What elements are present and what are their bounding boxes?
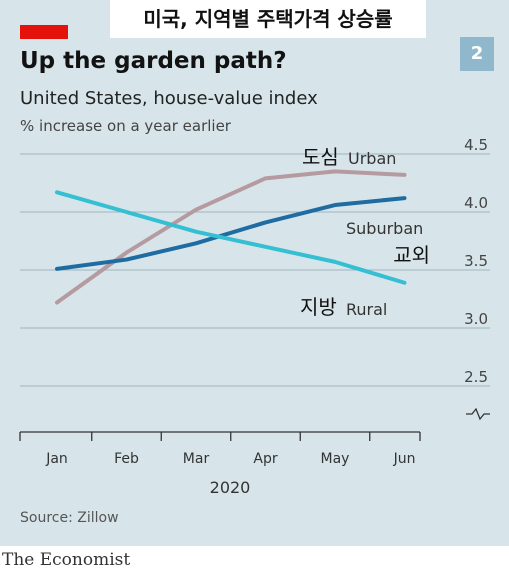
y-tick-label: 2.5: [464, 368, 488, 386]
series-label-ko-suburban: 교외: [393, 243, 430, 267]
axis-break-icon: [466, 407, 490, 421]
series-label-ko-rural: 지방: [300, 295, 337, 319]
series-label-ko-urban: 도심: [302, 145, 339, 169]
accent-red-tag: [20, 25, 68, 39]
korean-overlay-title: 미국, 지역별 주택가격 상승률: [110, 0, 426, 38]
x-tick-label: Mar: [183, 451, 210, 467]
chart-subtitle: United States, house-value index: [20, 88, 318, 109]
line-chart: 2.5 3.0 3.5 4.0 4.5 Jan Feb Mar Apr May Jun 2020 도심 U…: [19, 136, 490, 497]
y-tick-label: 4.0: [464, 194, 488, 212]
series-label-urban: Urban: [348, 149, 396, 168]
source-note: Source: Zillow: [20, 510, 119, 526]
series-label-rural: Rural: [346, 300, 387, 319]
y-tick-label: 4.5: [464, 136, 488, 154]
brand-logo-text: The Economist: [2, 550, 131, 570]
x-tick-label: Jun: [393, 451, 416, 467]
y-tick-label: 3.0: [464, 310, 488, 328]
x-tick-label: Jan: [45, 451, 68, 467]
series-line-suburban: [55, 196, 407, 271]
x-tick-label: May: [321, 451, 350, 467]
series-line-rural: [55, 190, 407, 285]
x-axis-label: 2020: [210, 478, 251, 497]
chart-panel: 2 Up the garden path? United States, hou…: [0, 0, 509, 546]
chart-number-badge: 2: [460, 37, 494, 71]
y-tick-label: 3.5: [464, 252, 488, 270]
x-tick-label: Apr: [253, 451, 277, 467]
x-tick-label: Feb: [114, 451, 139, 467]
series-label-suburban: Suburban: [346, 219, 423, 238]
unit-label: % increase on a year earlier: [20, 117, 231, 135]
chart-title: Up the garden path?: [20, 48, 287, 74]
